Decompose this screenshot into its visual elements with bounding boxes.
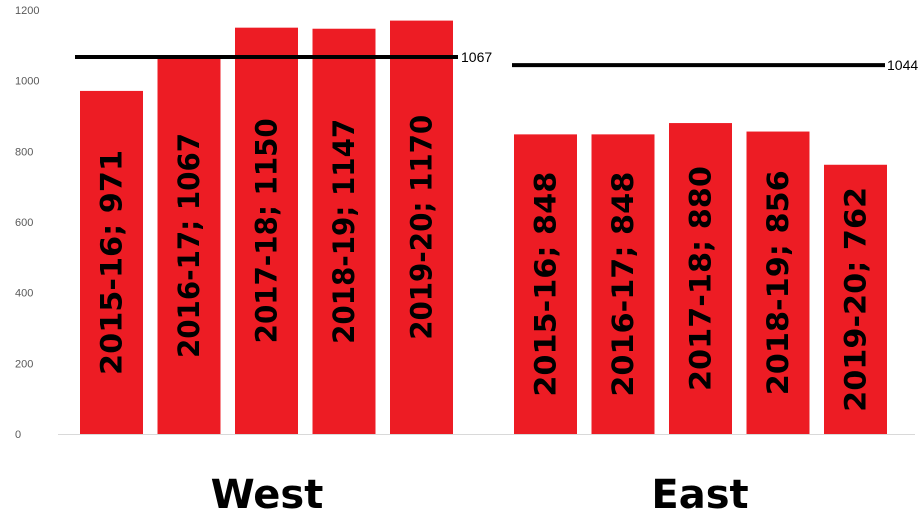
bar-data-label: 2016-17; 848: [606, 172, 640, 397]
bar-data-label: 2018-19; 856: [761, 170, 795, 395]
y-tick-label: 400: [15, 288, 33, 300]
y-tick-label: 0: [15, 429, 21, 441]
bar: [514, 134, 577, 434]
bar: [824, 164, 887, 434]
bar-data-label: 2017-18; 1150: [250, 118, 284, 343]
bar: [157, 56, 221, 434]
y-tick-label: 800: [15, 146, 33, 158]
reference-line-label: 1044: [887, 57, 918, 73]
y-tick-label: 1200: [15, 5, 39, 17]
bar: [235, 27, 298, 435]
y-tick-label: 600: [15, 217, 33, 229]
group-label: East: [651, 472, 748, 518]
bar: [390, 20, 453, 434]
bar: [80, 90, 143, 434]
group-label: West: [211, 472, 324, 518]
bar-data-label: 2016-17; 1067: [172, 133, 206, 358]
bar-data-label: 2015-16; 848: [529, 172, 563, 397]
bar-data-label: 2018-19; 1147: [327, 119, 361, 344]
bar-data-label: 2015-16; 971: [95, 150, 129, 375]
reference-line-label: 1067: [461, 49, 492, 65]
bar: [669, 123, 732, 435]
bar: [746, 131, 810, 434]
bar: [591, 134, 655, 434]
y-tick-label: 200: [15, 358, 33, 370]
y-tick-label: 1000: [15, 76, 39, 88]
bar-data-label: 2019-20; 762: [839, 187, 873, 412]
bar-data-label: 2019-20; 1170: [405, 115, 439, 340]
bar: [312, 28, 376, 435]
bar-data-label: 2017-18; 880: [684, 166, 718, 391]
